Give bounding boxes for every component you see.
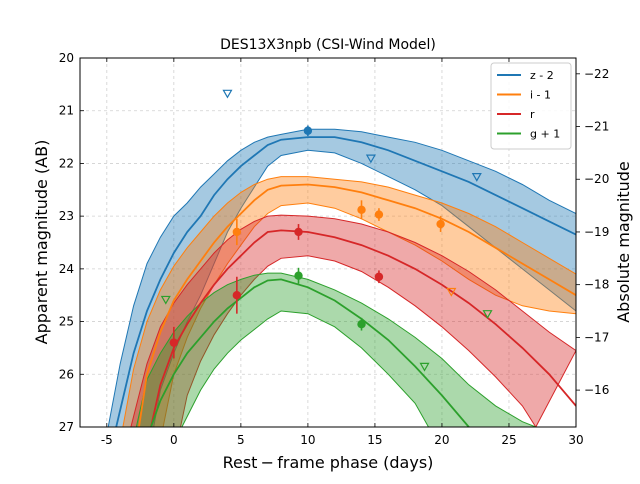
upper-limit-marker (471, 173, 482, 182)
upper-limit-marker (365, 154, 376, 164)
y2-tick-label: −20 (584, 172, 609, 186)
data-point (232, 291, 242, 300)
y2-tick-label: −21 (584, 120, 609, 134)
y2-tick-label: −16 (584, 383, 609, 397)
data-point (357, 320, 366, 329)
legend-label: r (530, 108, 535, 121)
model-curve (138, 183, 576, 427)
y-tick-label: 26 (59, 367, 74, 381)
legend-label: g + 1 (530, 128, 560, 141)
legend-label: i - 1 (530, 89, 551, 102)
x-tick-label: 10 (300, 433, 315, 447)
y-axis-label: Apparent magnitude (AB) (32, 140, 51, 345)
y-tick-label: 24 (59, 262, 74, 276)
upper-limit-marker (160, 295, 171, 305)
chart-title: DES13X3npb (CSI-Wind Model) (220, 37, 436, 53)
x-tick-label: 15 (367, 433, 382, 447)
x-tick-label: 5 (237, 433, 245, 447)
y-tick-label: 27 (59, 420, 74, 434)
upper-limit-marker (419, 362, 430, 372)
axes: -5 0 5 10 15 20 25 30 20 21 22 23 24 25 26 27 −22 −21 −20 −… (59, 51, 610, 447)
y2-tick-label: −22 (584, 67, 609, 81)
y2-tick-label: −17 (584, 330, 609, 344)
y-tick-label: 20 (59, 51, 74, 65)
upper-limit-marker (222, 89, 233, 99)
y2-tick-label: −19 (584, 225, 609, 239)
y-tick-label: 21 (59, 104, 74, 118)
y-tick-label: 25 (59, 315, 74, 329)
data-point (357, 205, 366, 215)
plot-frame (79, 57, 577, 428)
x-tick-label: 0 (170, 433, 178, 447)
data-points (160, 89, 493, 372)
data-point (294, 271, 303, 280)
y-tick-label: 22 (59, 156, 74, 170)
plot-area (107, 128, 576, 427)
y2-tick-label: −18 (584, 278, 609, 292)
y-tick-label: 23 (59, 209, 74, 223)
data-point (303, 126, 313, 135)
y2-axis-label: Absolute magnitude (614, 161, 633, 323)
data-point (436, 219, 445, 229)
x-tick-label: 20 (434, 433, 449, 447)
x-tick-label: 30 (568, 433, 583, 447)
legend: z - 2 i - 1 r g + 1 (490, 62, 572, 150)
uncertainty-band (107, 128, 576, 427)
model-curve (115, 136, 576, 427)
legend-label: z - 2 (530, 69, 554, 82)
upper-limit-marker (482, 310, 493, 319)
model-curve (150, 278, 470, 427)
uncertainty-band (130, 214, 576, 427)
legend-box (490, 62, 572, 150)
data-point (169, 338, 179, 347)
data-point (232, 227, 242, 237)
data-point (374, 210, 384, 219)
data-point (294, 227, 303, 237)
upper-limit-marker (446, 287, 457, 297)
x-tick-label: -5 (101, 433, 113, 447)
x-axis-label: Rest − frame phase (days) (223, 453, 434, 472)
x-tick-label: 25 (501, 433, 516, 447)
data-point (374, 272, 384, 281)
